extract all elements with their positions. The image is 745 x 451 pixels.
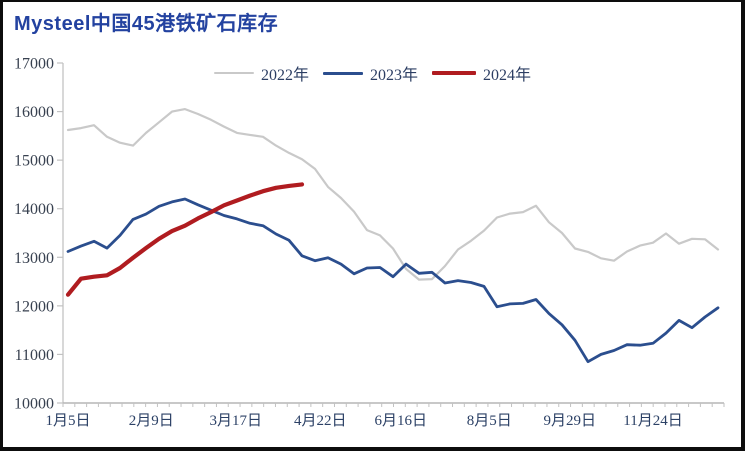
series-line-2023年 [66,197,720,364]
y-tick-label: 14000 [14,201,54,218]
legend-item-2022: 2022年 [213,61,309,85]
legend-line-swatch-2023 [322,71,363,75]
y-tick-label: 16000 [14,104,54,121]
legend-label-2024: 2024年 [483,67,532,84]
y-tick-label: 17000 [14,56,54,73]
legend-label-2023: 2023年 [369,67,418,84]
y-tick-label: 11000 [15,347,54,364]
x-tick-label: 3月17日 [209,413,262,429]
legend: 2022年 2023年 2024年 [0,61,745,85]
legend-label-2022: 2022年 [260,67,309,84]
y-tick-label: 15000 [14,153,54,170]
legend-line-swatch-2022 [213,72,254,74]
series-line-2024年 [65,182,305,297]
x-tick-label: 2月9日 [129,413,174,429]
x-tick-label: 11月24日 [623,413,682,429]
chart-title: Mysteel中国45港铁矿石库存 [14,13,279,35]
y-tick-label: 12000 [14,298,54,315]
x-tick-label: 9月29日 [544,413,597,429]
y-tick-label: 13000 [14,250,54,267]
x-tick-label: 8月5日 [467,413,512,429]
series-line-2022年 [66,107,720,281]
x-tick-label: 1月5日 [45,413,90,429]
x-tick-label: 4月22日 [294,413,347,429]
legend-item-2023: 2023年 [322,61,418,85]
y-tick-label: 10000 [14,396,54,413]
legend-item-2024: 2024年 [432,61,531,85]
legend-line-swatch-2024 [432,71,476,75]
x-tick-label: 6月16日 [375,413,428,429]
